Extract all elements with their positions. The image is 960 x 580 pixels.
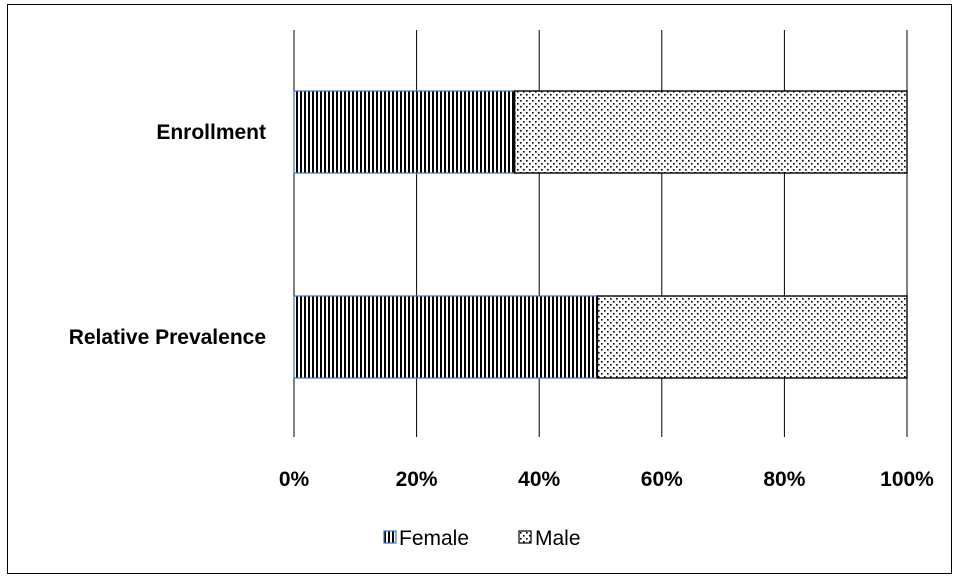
category-label-relative-prevalence: Relative Prevalence	[69, 326, 266, 349]
x-tick-label: 0%	[279, 468, 310, 491]
x-tick-label: 60%	[641, 468, 683, 491]
legend-swatch-male	[518, 530, 532, 544]
bar-female-enrollment	[293, 90, 516, 174]
x-tick-labels: 0% 20% 40% 60% 80% 100%	[279, 468, 934, 491]
bar-female-relative-prevalence	[293, 295, 599, 379]
bars	[293, 90, 908, 379]
x-tick-label: 40%	[518, 468, 560, 491]
bar-male-enrollment	[513, 90, 908, 174]
legend-label-male: Male	[535, 527, 581, 550]
category-labels: Enrollment Relative Prevalence	[69, 121, 266, 349]
bar-male-relative-prevalence	[596, 295, 908, 379]
x-tick-label: 20%	[396, 468, 438, 491]
legend-label-female: Female	[399, 527, 469, 550]
category-label-enrollment: Enrollment	[156, 121, 266, 144]
legend-swatch-female	[383, 530, 397, 544]
legend: Female Male	[383, 527, 581, 550]
x-tick-label: 80%	[763, 468, 805, 491]
x-tick-label: 100%	[880, 468, 934, 491]
